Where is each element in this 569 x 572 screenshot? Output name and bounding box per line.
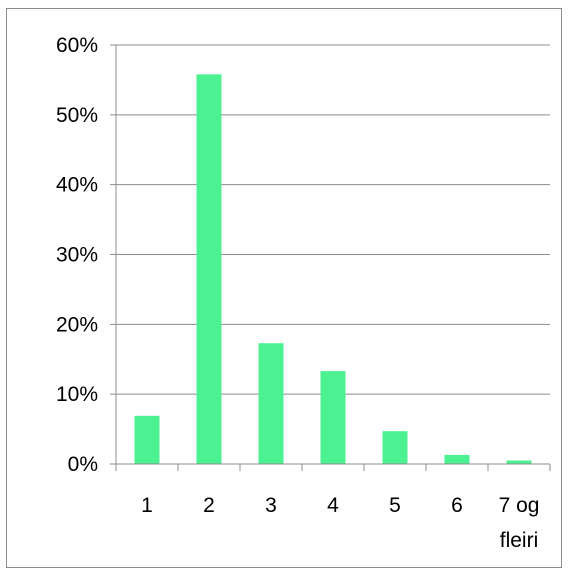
y-tick-label: 20% [56, 313, 98, 336]
y-tick-label: 0% [68, 453, 98, 476]
x-tick-label: 3 [265, 494, 277, 517]
x-tick-label-line: 2 [203, 494, 215, 517]
x-tick-label-line: 4 [327, 494, 339, 517]
y-tick-label: 60% [56, 34, 98, 57]
x-tick-label-line: 5 [389, 494, 401, 517]
y-axis-tick-labels: 0% 10% 20% 30% 40% 50% 60% [56, 34, 98, 476]
bar [134, 415, 160, 464]
bar [382, 431, 408, 464]
axes [110, 44, 551, 471]
y-tick-label: 40% [56, 174, 98, 197]
x-tick-label: 1 [141, 494, 153, 517]
bar [444, 454, 470, 464]
gridlines [110, 44, 550, 395]
y-tick-label: 10% [56, 383, 98, 406]
x-tick-label: 5 [389, 494, 401, 517]
x-tick-label: 2 [203, 494, 215, 517]
bar [196, 74, 222, 464]
x-tick-label: 4 [327, 494, 339, 517]
x-tick-label-line: 3 [265, 494, 277, 517]
y-tick-label: 30% [56, 244, 98, 267]
y-tick-label: 50% [56, 104, 98, 127]
x-axis-tick-labels: 1 2 3 4 5 6 7 og fleiri [141, 494, 539, 552]
x-tick-label-line: fleiri [500, 529, 539, 552]
x-tick-label: 7 og fleiri [499, 494, 540, 552]
x-tick-label-line: 1 [141, 494, 153, 517]
bars [134, 74, 532, 464]
bar [258, 343, 284, 464]
x-tick-label-line: 6 [451, 494, 463, 517]
bar [320, 371, 346, 464]
x-tick-label: 6 [451, 494, 463, 517]
x-tick-label-line: 7 og [499, 494, 540, 517]
bar [506, 460, 532, 464]
chart-frame [6, 8, 562, 568]
